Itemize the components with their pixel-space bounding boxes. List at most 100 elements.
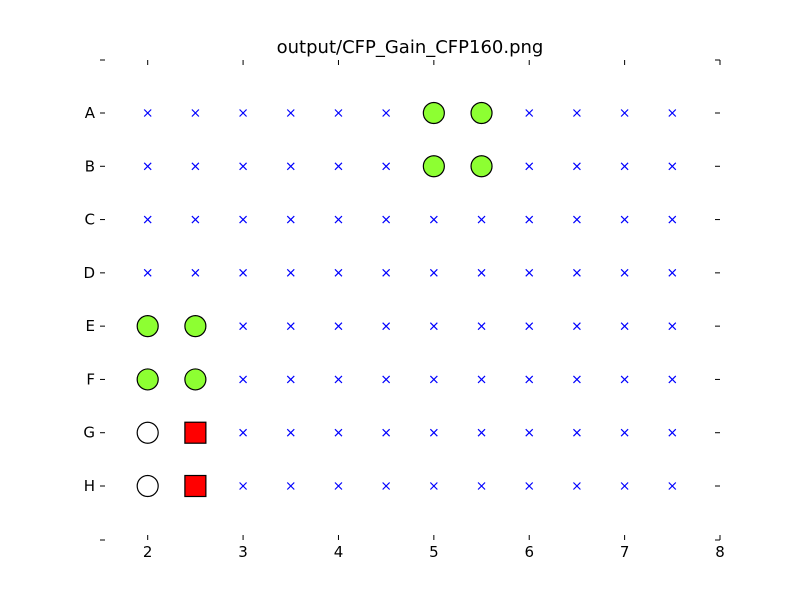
empty-well-marker [429,322,438,331]
x-stroke [429,428,438,437]
x-stroke [191,215,200,224]
empty-well-marker [525,215,534,224]
green-circle-marker [422,155,445,178]
empty-well-marker [620,322,629,331]
empty-well-marker [143,109,152,117]
empty-well-marker [143,215,152,224]
y-tick-label: G [83,424,95,442]
empty-well-marker [334,268,343,277]
x-stroke [620,375,629,384]
x-stroke [668,162,677,171]
x-stroke [572,322,581,331]
empty-well-marker [477,268,486,277]
empty-well-marker [668,162,677,171]
x-stroke [572,428,581,437]
x-stroke [239,109,248,117]
x-stroke [143,162,152,171]
axes: 2 3 4 5 6 7 8 A B C D E F G H [83,59,725,561]
x-stroke [429,375,438,384]
x-stroke [477,375,486,384]
empty-well-marker [382,268,391,277]
x-stroke [620,215,629,224]
x-stroke [239,268,248,277]
empty-well-marker [620,268,629,277]
empty-well-marker [620,428,629,437]
empty-well-marker [239,109,248,117]
green-circle-marker [136,368,159,391]
empty-well-marker [286,428,295,437]
empty-well-marker [572,162,581,171]
empty-well-marker [668,375,677,384]
x-stroke [382,162,391,171]
empty-well-marker [239,428,248,437]
empty-well-marker [286,322,295,331]
x-stroke [477,215,486,224]
y-tick-label: B [85,157,95,175]
x-stroke [382,428,391,437]
empty-well-marker [525,162,534,171]
green-circle-marker [136,315,159,338]
empty-well-marker [239,162,248,171]
x-stroke [382,268,391,277]
empty-well-marker [525,109,534,117]
x-stroke [239,375,248,384]
y-tick-label: H [84,477,95,495]
empty-well-marker [620,215,629,224]
empty-well-marker [668,428,677,437]
empty-well-marker [239,268,248,277]
x-stroke [191,109,200,117]
x-stroke [191,162,200,171]
x-stroke [429,268,438,277]
x-stroke [429,482,438,490]
green-circle-marker [184,315,207,338]
x-stroke [334,109,343,117]
x-tick-label: 8 [715,543,725,561]
x-stroke [525,482,534,490]
y-tick-label: E [86,317,95,335]
empty-well-marker [286,215,295,224]
x-stroke [334,375,343,384]
x-stroke [525,162,534,171]
empty-well-marker [477,428,486,437]
x-stroke [382,109,391,117]
x-stroke [239,322,248,331]
empty-well-marker [286,375,295,384]
empty-well-marker [620,109,629,117]
x-stroke [429,215,438,224]
x-stroke [477,428,486,437]
empty-well-marker [572,322,581,331]
empty-well-marker [525,322,534,331]
x-stroke [572,215,581,224]
x-stroke [334,215,343,224]
empty-well-marker [477,215,486,224]
empty-well-marker [572,109,581,117]
empty-well-marker [286,482,295,490]
y-tick-label: D [83,264,95,282]
x-stroke [429,322,438,331]
empty-well-marker [382,109,391,117]
empty-well-marker [620,375,629,384]
empty-well-marker [572,375,581,384]
empty-well-marker [143,268,152,277]
x-stroke [286,162,295,171]
x-stroke [286,109,295,117]
x-stroke [668,109,677,117]
x-stroke [525,268,534,277]
x-stroke [620,162,629,171]
empty-well-marker [239,375,248,384]
x-stroke [477,268,486,277]
x-stroke [286,482,295,490]
empty-well-marker [286,268,295,277]
empty-well-marker [382,375,391,384]
x-stroke [477,322,486,331]
x-stroke [143,268,152,277]
x-stroke [620,428,629,437]
x-stroke [525,215,534,224]
x-stroke [525,322,534,331]
empty-well-marker [191,162,200,171]
empty-well-marker [286,162,295,171]
empty-well-marker [477,482,486,490]
marks [136,101,677,498]
